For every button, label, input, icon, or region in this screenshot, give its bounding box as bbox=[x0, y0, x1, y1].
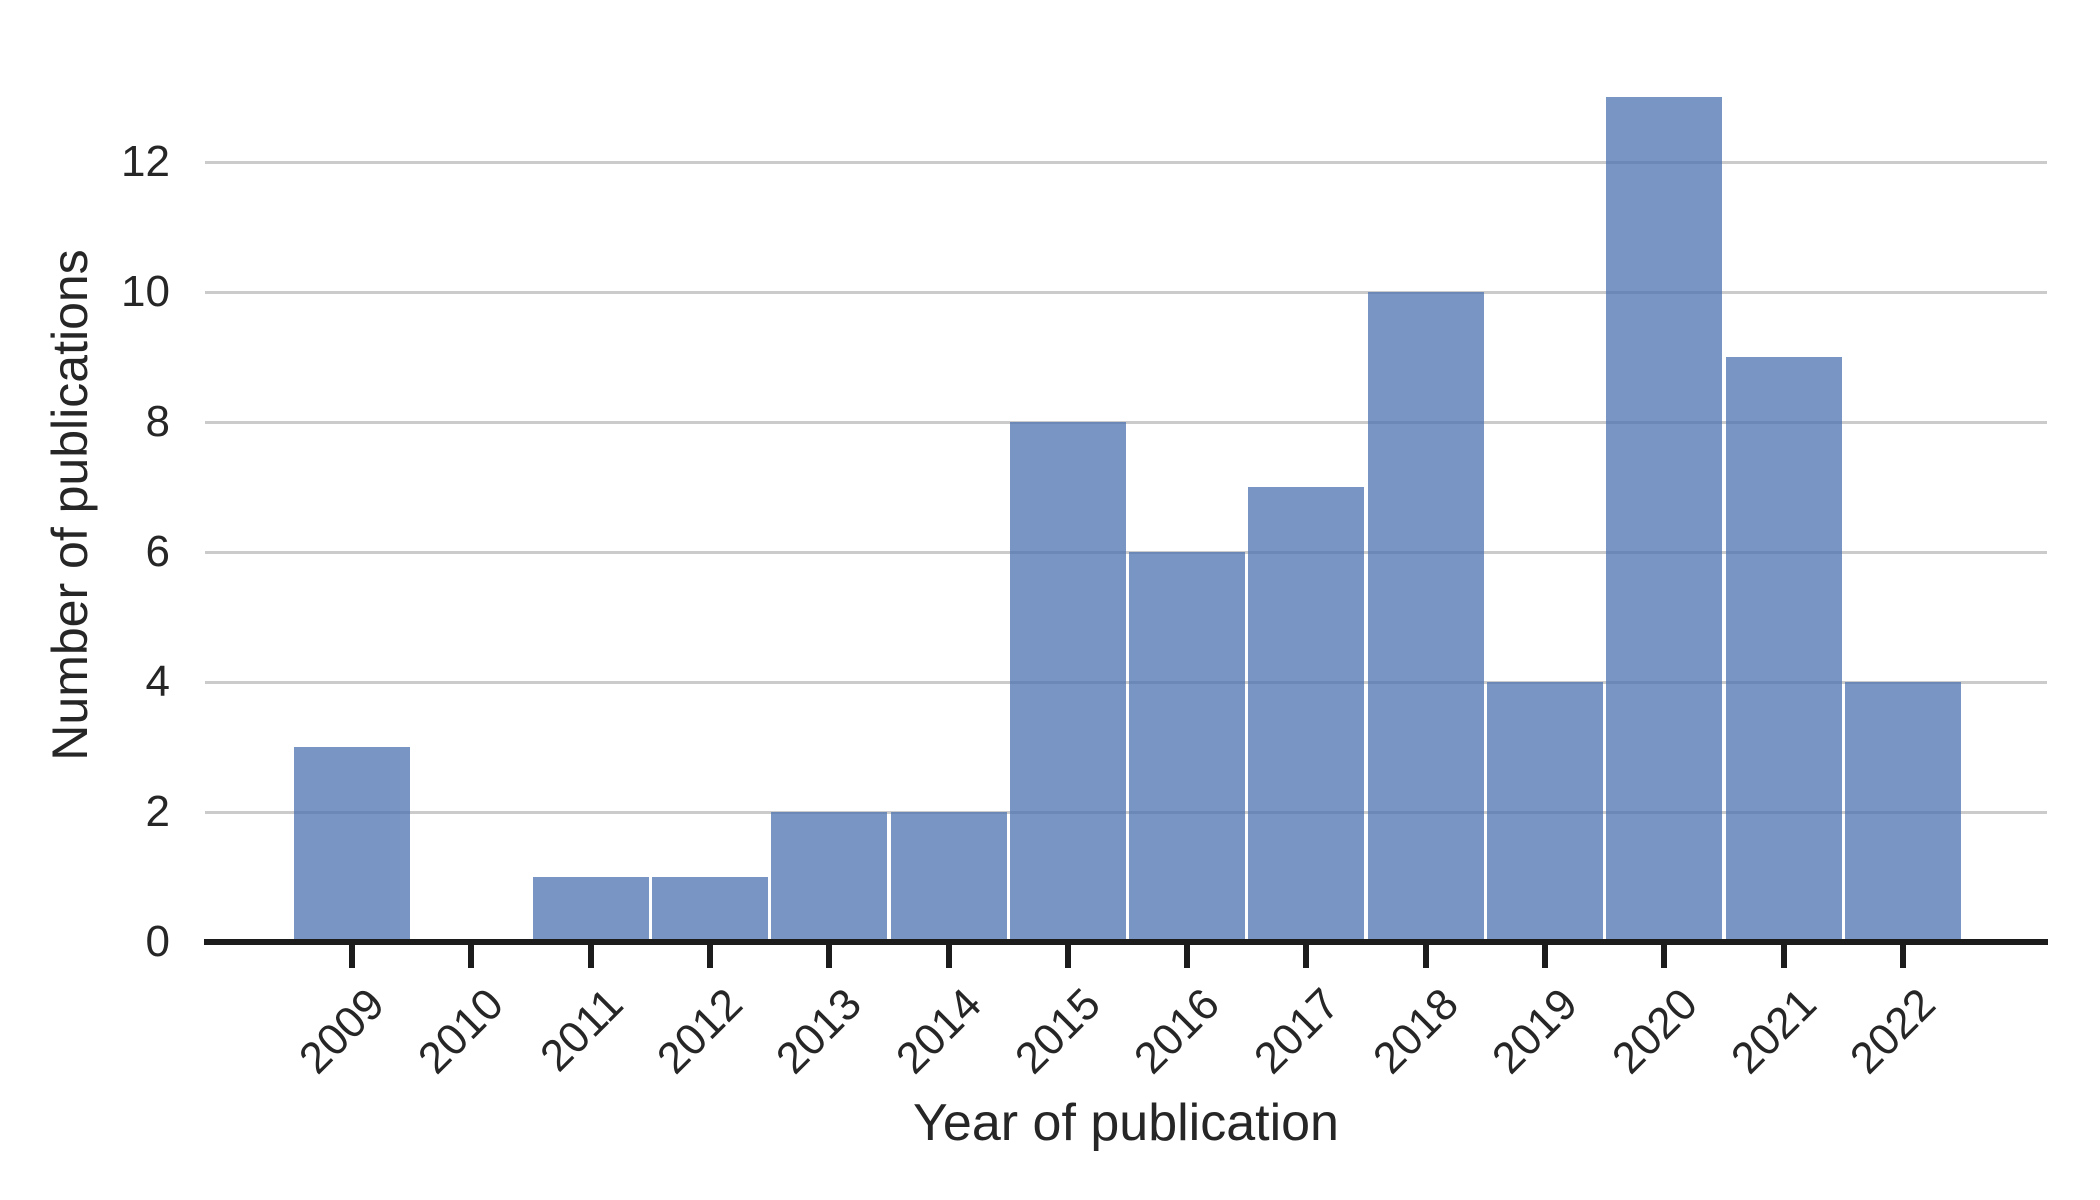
gridline-y6 bbox=[205, 551, 2047, 554]
x-tick-label-2015: 2015 bbox=[1005, 979, 1110, 1084]
bar-2017 bbox=[1248, 487, 1365, 942]
bar-2022 bbox=[1845, 682, 1962, 942]
x-tick-mark-2017 bbox=[1303, 944, 1310, 968]
bar-2014 bbox=[890, 812, 1007, 942]
y-tick-label-12: 12 bbox=[121, 137, 170, 186]
bar-2015 bbox=[1009, 422, 1126, 942]
x-tick-mark-2014 bbox=[945, 944, 952, 968]
x-tick-label-2017: 2017 bbox=[1244, 979, 1349, 1084]
x-tick-label-2009: 2009 bbox=[290, 979, 394, 1084]
x-tick-mark-2021 bbox=[1780, 944, 1787, 968]
gridline-y4 bbox=[205, 681, 2047, 684]
bar-2018 bbox=[1367, 292, 1484, 942]
bar-2012 bbox=[651, 877, 768, 942]
gridline-y8 bbox=[205, 421, 2047, 424]
x-tick-mark-2016 bbox=[1184, 944, 1191, 968]
x-tick-label-2020: 2020 bbox=[1602, 979, 1707, 1084]
x-tick-mark-2012 bbox=[706, 944, 713, 968]
bar-2020 bbox=[1606, 97, 1723, 942]
x-tick-label-2022: 2022 bbox=[1841, 979, 1945, 1084]
y-tick-label-4: 4 bbox=[145, 657, 170, 706]
gridline-y12 bbox=[205, 161, 2047, 164]
y-tick-label-6: 6 bbox=[145, 527, 170, 576]
x-tick-label-2021: 2021 bbox=[1721, 979, 1826, 1084]
x-tick-label-2010: 2010 bbox=[409, 979, 514, 1084]
x-tick-label-2012: 2012 bbox=[648, 979, 752, 1084]
x-tick-mark-2015 bbox=[1064, 944, 1071, 968]
x-tick-label-2013: 2013 bbox=[767, 979, 872, 1084]
bar-2021 bbox=[1725, 357, 1842, 942]
gridline-y10 bbox=[205, 291, 2047, 294]
y-tick-label-0: 0 bbox=[145, 917, 170, 966]
x-tick-mark-2011 bbox=[587, 944, 594, 968]
x-tick-label-2011: 2011 bbox=[531, 979, 633, 1081]
x-tick-mark-2022 bbox=[1900, 944, 1907, 968]
x-tick-label-2019: 2019 bbox=[1483, 979, 1588, 1084]
bar-2011 bbox=[532, 877, 649, 942]
x-tick-label-2016: 2016 bbox=[1125, 979, 1230, 1084]
x-tick-label-2018: 2018 bbox=[1363, 979, 1468, 1084]
x-tick-mark-2019 bbox=[1542, 944, 1549, 968]
y-tick-label-10: 10 bbox=[121, 267, 170, 316]
gridline-y2 bbox=[205, 811, 2047, 814]
x-axis-line bbox=[204, 939, 2048, 945]
x-tick-label-2014: 2014 bbox=[886, 979, 991, 1084]
bar-2016 bbox=[1129, 552, 1246, 942]
bar-2019 bbox=[1487, 682, 1604, 942]
bar-2009 bbox=[294, 747, 410, 942]
x-tick-mark-2010 bbox=[468, 944, 475, 968]
x-tick-mark-2013 bbox=[826, 944, 833, 968]
x-tick-mark-2020 bbox=[1661, 944, 1668, 968]
x-axis-label: Year of publication bbox=[913, 1094, 1339, 1152]
x-tick-mark-2009 bbox=[349, 944, 355, 968]
bar-2013 bbox=[771, 812, 888, 942]
x-tick-mark-2018 bbox=[1422, 944, 1429, 968]
y-tick-label-8: 8 bbox=[145, 397, 170, 446]
y-tick-label-2: 2 bbox=[145, 787, 170, 836]
